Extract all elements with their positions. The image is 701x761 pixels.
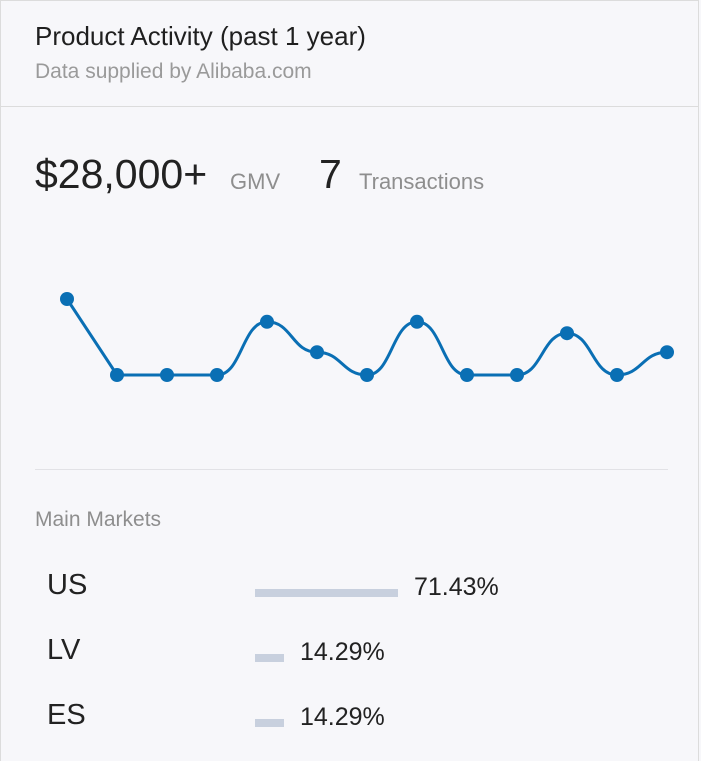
section-divider <box>35 469 668 470</box>
activity-point-12[interactable] <box>660 345 674 360</box>
activity-point-8[interactable] <box>460 368 474 382</box>
market-country: LV <box>47 634 81 666</box>
activity-point-9[interactable] <box>510 368 524 382</box>
market-percent: 14.29% <box>300 703 385 731</box>
activity-point-0[interactable] <box>60 292 74 306</box>
transactions-value: 7 <box>319 151 342 197</box>
activity-point-3[interactable] <box>210 368 224 382</box>
activity-line <box>65 298 668 377</box>
activity-sparkline-chart <box>60 292 674 382</box>
market-row-us: US 71.43% <box>1 569 700 609</box>
market-share-bar <box>255 589 398 597</box>
market-share-bar <box>255 654 284 662</box>
market-share-bar <box>255 719 284 727</box>
activity-point-6[interactable] <box>360 368 374 382</box>
market-percent: 71.43% <box>414 573 499 601</box>
market-country: US <box>47 569 88 601</box>
activity-point-2[interactable] <box>160 368 174 382</box>
transactions-label: Transactions <box>359 169 485 194</box>
activity-point-4[interactable] <box>260 314 274 329</box>
activity-point-10[interactable] <box>560 326 574 341</box>
card-header: Product Activity (past 1 year) Data supp… <box>1 1 698 107</box>
market-row-lv: LV 14.29% <box>1 634 700 674</box>
main-markets-label: Main Markets <box>35 508 162 531</box>
card-subtitle: Data supplied by Alibaba.com <box>35 60 312 83</box>
card-title: Product Activity (past 1 year) <box>35 21 366 51</box>
activity-point-5[interactable] <box>310 345 324 360</box>
market-percent: 14.29% <box>300 638 385 666</box>
market-country: ES <box>47 699 86 731</box>
gmv-value: $28,000+ <box>35 151 208 197</box>
activity-point-11[interactable] <box>610 368 624 382</box>
activity-point-7[interactable] <box>410 314 424 329</box>
market-row-es: ES 14.29% <box>1 699 700 739</box>
activity-point-1[interactable] <box>110 368 124 382</box>
gmv-label: GMV <box>230 169 281 194</box>
